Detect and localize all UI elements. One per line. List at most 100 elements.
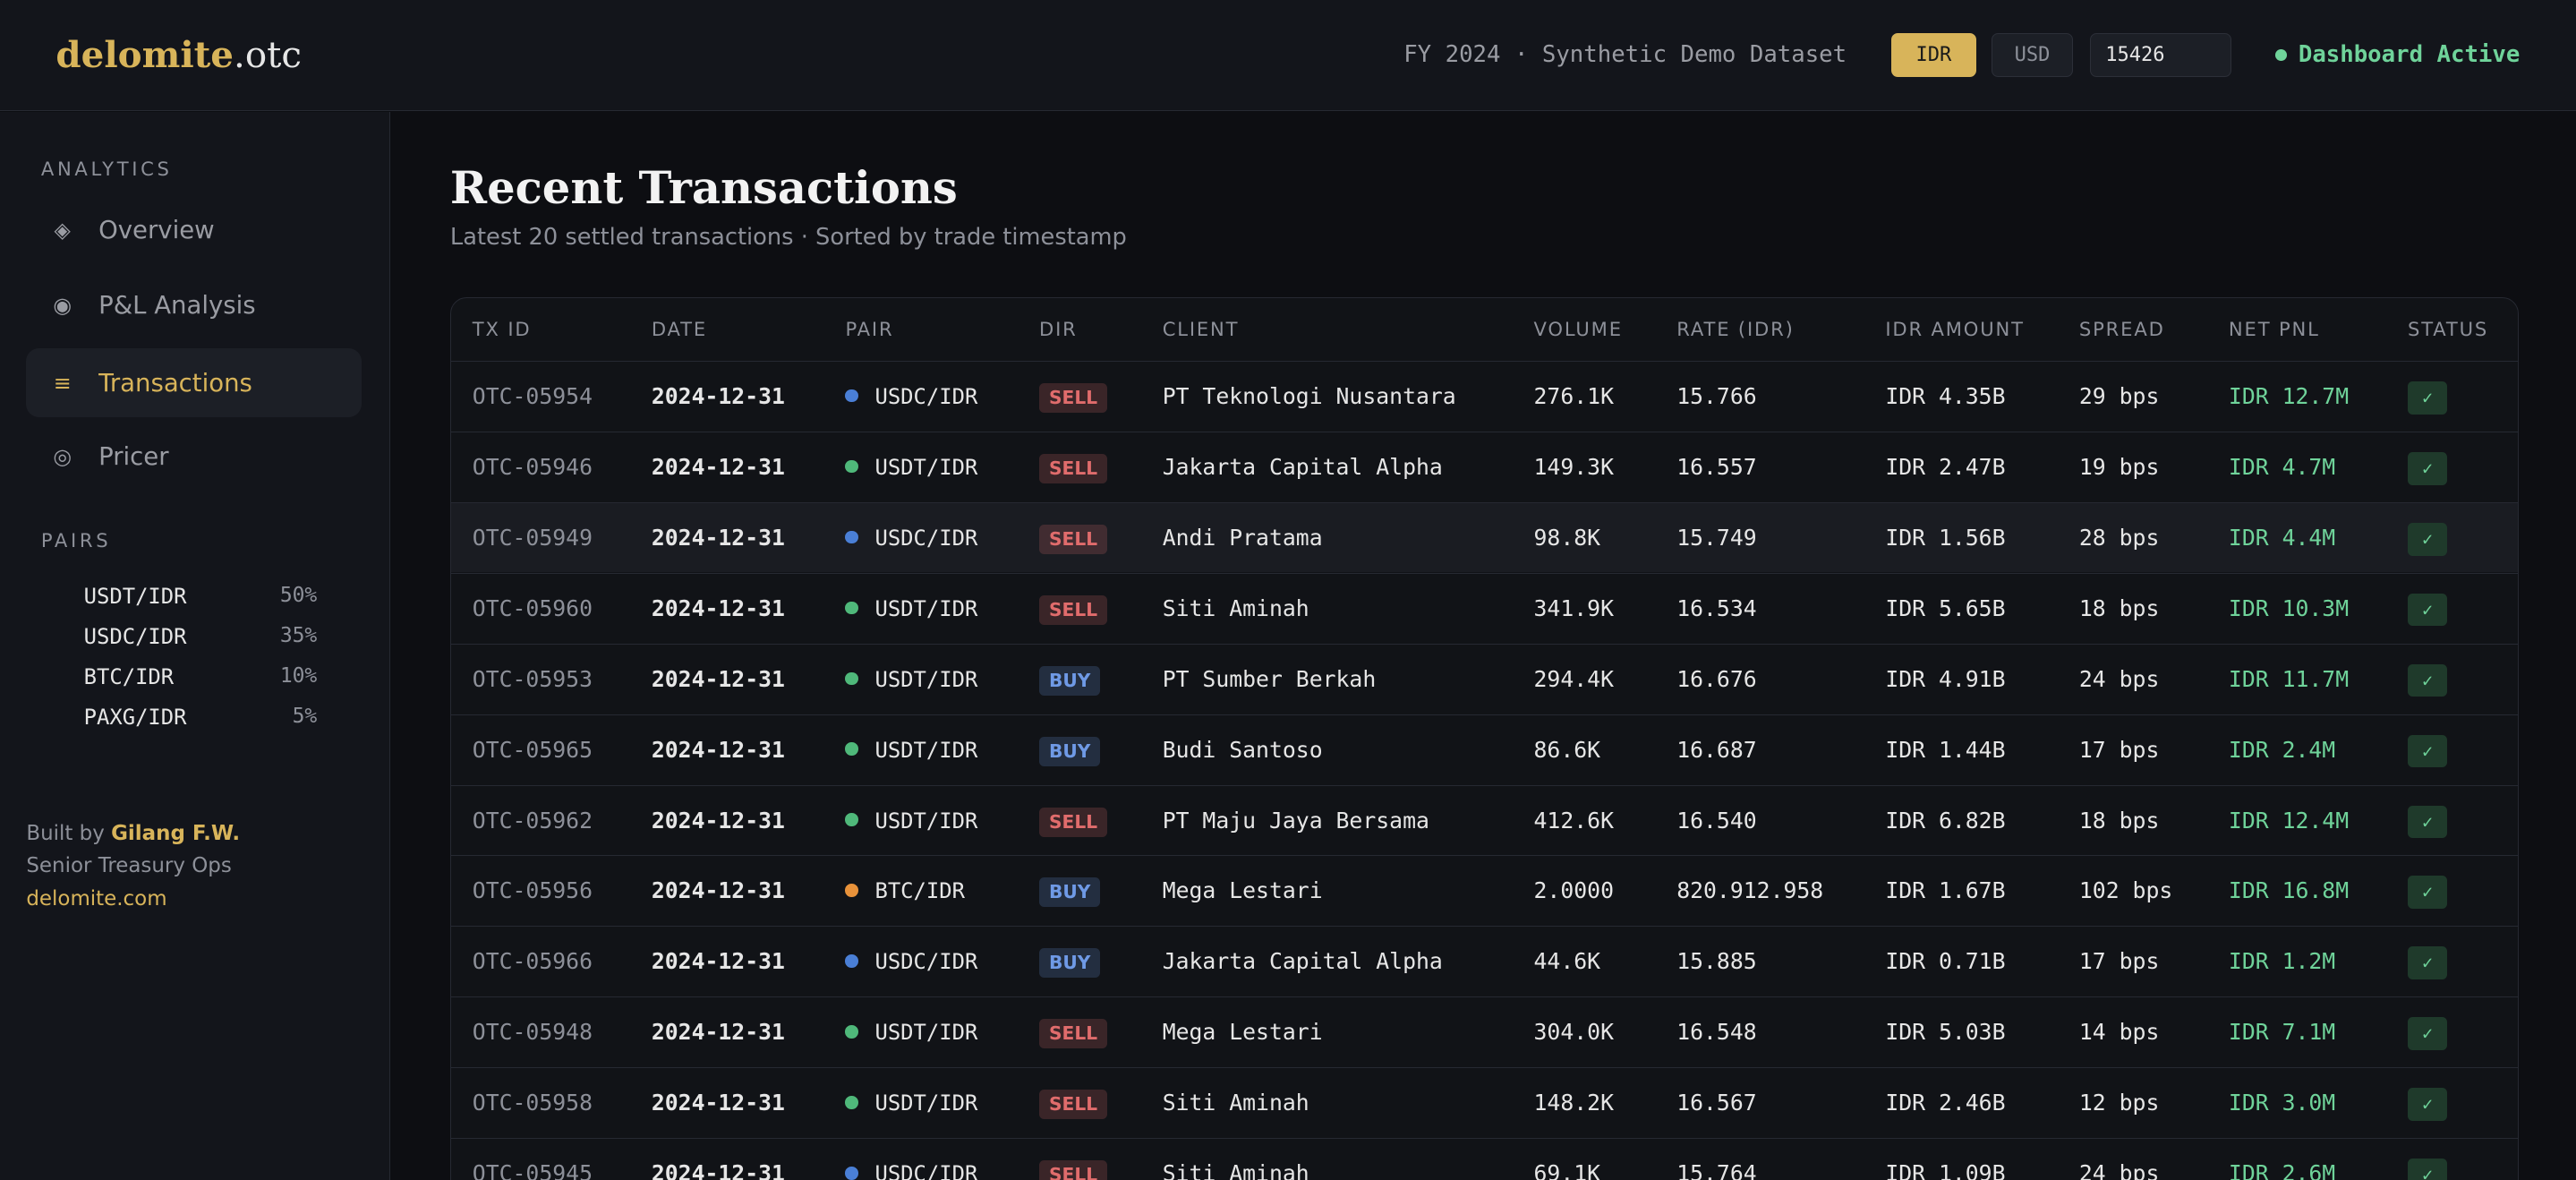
cell: SELL [1039,1068,1108,1137]
status-badge: ✓ [2408,522,2448,556]
nav-item[interactable]: ◈ Overview [54,215,215,244]
net-pnl: IDR 11.7M [2228,665,2350,692]
cell: BUY [1039,856,1101,925]
status-label: Dashboard Active [2298,40,2521,68]
table-row[interactable]: OTC-05966 2024-12-31 USDC/IDR BUY Jakarta Ca… [450,926,2518,996]
pair-dot [845,601,859,615]
cell: Siti Aminah [1163,574,1309,643]
cell-text: PT Sumber Berkah [1162,665,1377,692]
pair-name: USDT/IDR [83,583,187,609]
cell: IDR 7.1M [2229,997,2335,1066]
cell: ✓ [2408,786,2448,855]
cell: 18 bps [2079,786,2159,855]
cell: PT Sumber Berkah [1163,645,1377,714]
cell: 12 bps [2079,1068,2159,1137]
column-header: DATE [651,318,708,341]
net-pnl: IDR 16.8M [2228,877,2350,904]
cell: 17 bps [2079,927,2159,996]
status-badge: ✓ [2408,876,2448,910]
direction-badge: SELL [1039,807,1108,837]
direction-badge: BUY [1039,877,1101,908]
table-row[interactable]: OTC-05945 2024-12-31 USDC/IDR SELL Siti Amin… [450,1138,2518,1180]
table-row[interactable]: OTC-05949 2024-12-31 USDC/IDR SELL Andi Prat… [450,501,2518,572]
cell: Budi Santoso [1163,715,1323,784]
fx-rate-input[interactable]: 15426 [2089,32,2231,78]
nav-item-active[interactable]: ≡ Transactions [26,348,362,418]
nav-label: Overview [98,215,215,244]
tx-id: OTC-05946 [472,453,593,480]
column-header: TX ID [472,318,532,341]
net-pnl: IDR 2.6M [2228,1160,2336,1180]
cell: IDR 6.82B [1885,786,2005,855]
net-pnl: IDR 4.4M [2228,524,2336,551]
site-link[interactable]: delomite.com [26,887,167,911]
cell-text: IDR 5.65B [1885,594,2006,621]
status-badge: ✓ [2408,593,2448,627]
cell-text: 15.749 [1676,524,1757,551]
page-subtitle: Latest 20 settled transactions · Sorted … [449,223,1127,251]
tx-id: OTC-05966 [472,948,593,975]
cell: 16.540 [1676,786,1756,855]
table-row[interactable]: OTC-05954 2024-12-31 USDC/IDR SELL PT Teknol… [450,360,2518,431]
cell: 2024-12-31 [652,715,785,784]
currency-button[interactable]: IDR [1890,32,1977,78]
direction-badge: SELL [1039,1090,1108,1120]
table-row[interactable]: OTC-05948 2024-12-31 USDT/IDR SELL Mega Lest… [450,996,2518,1066]
cell: BTC/IDR [845,856,965,925]
date: 2024-12-31 [651,382,785,409]
table-row[interactable]: OTC-05960 2024-12-31 USDT/IDR SELL Siti Amin… [450,572,2518,643]
cell: OTC-05953 [473,645,593,714]
cell: OTC-05960 [473,574,593,643]
role: Senior Treasury Ops [26,854,232,878]
table-row[interactable]: OTC-05958 2024-12-31 USDT/IDR SELL Siti Amin… [450,1067,2518,1137]
cell-text: 98.8K [1533,524,1601,551]
cell: 15.749 [1676,503,1756,572]
logo[interactable]: delomite.otc [55,33,302,76]
direction-badge: SELL [1039,453,1108,483]
cell: OTC-05966 [473,927,593,996]
date: 2024-12-31 [651,524,785,551]
cell: ✓ [2408,715,2448,784]
cell: 2024-12-31 [652,645,785,714]
cell-text: Siti Aminah [1162,1090,1309,1116]
cell: IDR 11.7M [2229,645,2349,714]
cell: ✓ [2408,856,2448,925]
status-badge: ✓ [2408,946,2448,980]
cell-text: 86.6K [1533,736,1601,763]
cell-text: 19 bps [2078,453,2160,480]
status-badge: ✓ [2408,381,2448,415]
pair-dot [845,813,859,827]
table-row[interactable]: OTC-05962 2024-12-31 USDT/IDR SELL PT Maju J… [450,784,2518,855]
table-row[interactable]: OTC-05946 2024-12-31 USDT/IDR SELL Jakarta C… [450,431,2518,501]
table-row[interactable]: OTC-05953 2024-12-31 USDT/IDR BUY PT Sumber … [450,643,2518,714]
pair-dot [845,884,859,897]
status-badge: ✓ [2408,805,2448,839]
net-pnl: IDR 12.4M [2228,807,2350,834]
cell: 2024-12-31 [652,856,785,925]
cell: Mega Lestari [1163,856,1323,925]
table-row[interactable]: OTC-05956 2024-12-31 BTC/IDR BUY Mega Lestar… [450,855,2518,925]
cell: USDT/IDR [845,1068,977,1137]
net-pnl: IDR 10.3M [2228,594,2350,621]
cell: 24 bps [2079,1139,2159,1180]
cell: 2024-12-31 [652,786,785,855]
nav-item[interactable]: ◎ Pricer [53,442,169,472]
currency-button[interactable]: USD [1991,32,2074,78]
tx-id: OTC-05965 [472,736,593,763]
table-row[interactable]: OTC-05965 2024-12-31 USDT/IDR BUY Budi Santo… [450,714,2518,784]
tx-id: OTC-05960 [472,594,593,621]
nav-item[interactable]: ◉ P&L Analysis [53,291,256,321]
pair: BTC/IDR [874,878,966,904]
cell: OTC-05945 [473,1139,593,1180]
cell: 2024-12-31 [652,927,785,996]
cell: USDC/IDR [845,362,977,431]
cell: OTC-05956 [473,856,593,925]
pair-share: 10% [279,663,318,688]
cell: IDR 1.67B [1885,856,2005,925]
cell: SELL [1039,432,1108,501]
cell: 15.766 [1676,362,1756,431]
direction-badge: BUY [1039,665,1101,696]
cell: ✓ [2408,432,2448,501]
cell-text: IDR 1.56B [1885,524,2006,551]
